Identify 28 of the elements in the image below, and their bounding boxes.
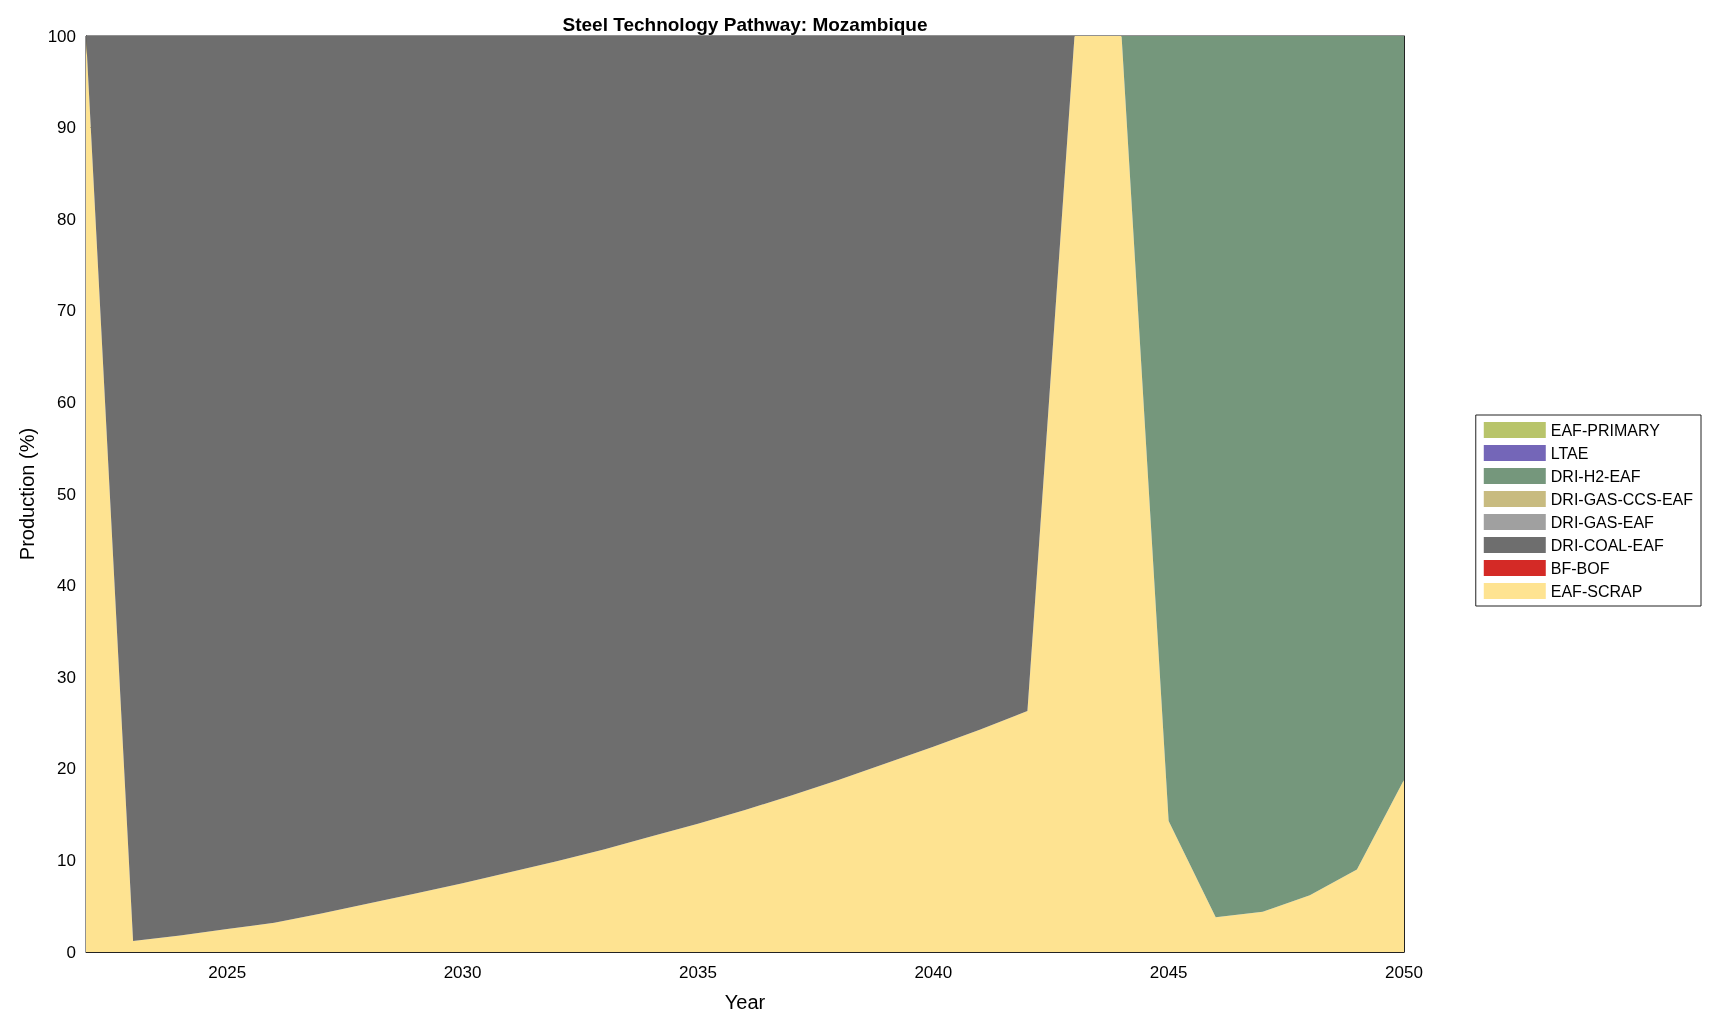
legend-label: EAF-PRIMARY (1550, 421, 1661, 439)
x-tick-label: 2030 (443, 963, 482, 982)
x-tick-label: 2035 (679, 963, 717, 982)
y-tick-label: 20 (57, 759, 76, 779)
legend-label: DRI-H2-EAF (1550, 467, 1641, 485)
y-tick-label: 90 (57, 118, 76, 138)
x-tick-label: 2050 (1385, 963, 1423, 982)
legend-label: LTAE (1550, 444, 1589, 462)
legend-label: DRI-GAS-CCS-EAF (1550, 490, 1694, 508)
y-tick-label: 80 (57, 209, 76, 229)
y-tick-label: 100 (47, 26, 76, 46)
y-tick-label: 10 (57, 850, 76, 870)
x-tick-label: 2045 (1149, 963, 1188, 982)
y-tick-label: 40 (57, 576, 76, 596)
x-tick-label: 2025 (208, 963, 247, 982)
chart-title: Steel Technology Pathway: Mozambique (562, 14, 928, 35)
legend-label: DRI-COAL-EAF (1550, 536, 1664, 554)
legend-label: EAF-SCRAP (1550, 582, 1643, 600)
legend-label: BF-BOF (1550, 559, 1610, 577)
y-tick-label: 70 (57, 301, 76, 321)
y-tick-label: 50 (57, 484, 76, 504)
y-axis-title: Production (%) (15, 427, 38, 561)
y-tick-label: 30 (57, 667, 76, 687)
x-tick-label: 2040 (914, 963, 953, 982)
legend-label: DRI-GAS-EAF (1550, 513, 1655, 531)
y-tick-label: 60 (57, 392, 76, 412)
x-axis-title: Year (724, 991, 766, 1013)
y-tick-label: 0 (66, 942, 76, 962)
